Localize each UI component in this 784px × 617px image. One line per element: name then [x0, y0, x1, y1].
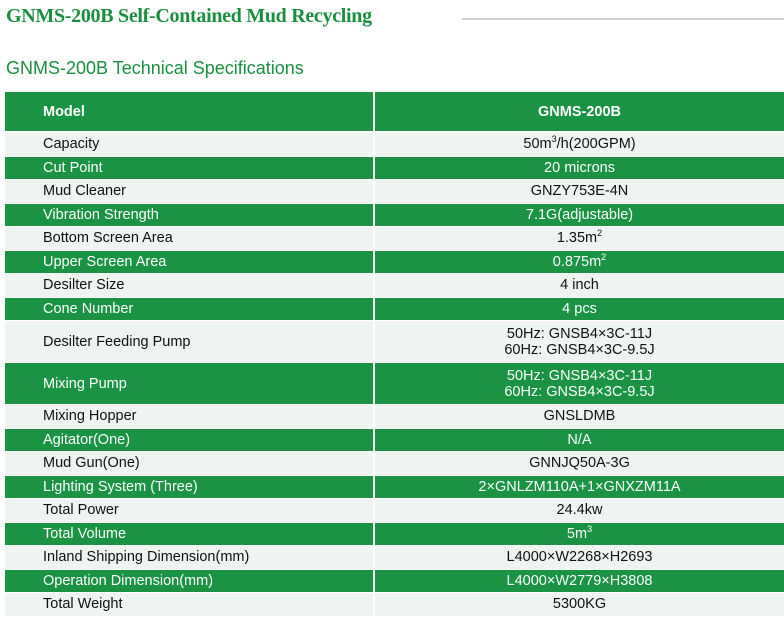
header-key: Model [5, 92, 375, 133]
spec-value-text: 20 microns [544, 159, 615, 176]
spec-value: GNSLDMB [374, 404, 784, 429]
table-row: Vibration Strength 7.1G(adjustable) [5, 203, 784, 227]
spec-key: Desilter Size [5, 273, 375, 298]
table-header-row: Model GNMS-200B [5, 92, 784, 133]
spec-key: Cut Point [5, 156, 375, 180]
spec-value: L4000×W2268×H2693 [374, 545, 784, 570]
spec-value-line2: 60Hz: GNSB4×3C-9.5J [504, 383, 655, 400]
table-row: Cone Number 4 pcs [5, 297, 784, 321]
superscript: 2 [601, 251, 607, 262]
spec-key: Mud Gun(One) [5, 451, 375, 476]
spec-value: 24.4kw [374, 498, 784, 523]
spec-key: Inland Shipping Dimension(mm) [5, 545, 375, 570]
table-row: Desilter Size 4 inch [5, 273, 784, 298]
spec-value: 4 inch [374, 273, 784, 298]
spec-value: 5m3 [374, 522, 784, 546]
spec-key: Vibration Strength [5, 203, 375, 227]
table-row: Agitator(One) N/A [5, 428, 784, 452]
spec-value-text: GNZY753E-4N [530, 183, 629, 200]
spec-value: 1.35m2 [374, 226, 784, 251]
spec-value: 7.1G(adjustable) [374, 203, 784, 227]
spec-value-text: 2×GNLZM110A+1×GNXZM11A [478, 478, 681, 495]
spec-key: Mixing Pump [5, 362, 375, 405]
spec-key: Cone Number [5, 297, 375, 321]
spec-value: 0.875m2 [374, 250, 784, 274]
table-row: Mud Gun(One) GNNJQ50A-3G [5, 451, 784, 476]
section-subtitle: GNMS-200B Technical Specifications [6, 58, 304, 78]
spec-value: L4000×W2779×H3808 [374, 569, 784, 593]
table-row: Total Volume 5m3 [5, 522, 784, 546]
spec-value-text: 4 inch [560, 277, 599, 294]
spec-value-text: GNNJQ50A-3G [529, 455, 630, 472]
spec-value: GNNJQ50A-3G [374, 451, 784, 476]
spec-key: Capacity [5, 132, 375, 157]
table-row: Bottom Screen Area 1.35m2 [5, 226, 784, 251]
spec-value-text: 1.35m [556, 230, 598, 247]
table-row: Upper Screen Area 0.875m2 [5, 250, 784, 274]
table-row: Total Power 24.4kw [5, 498, 784, 523]
spec-value-suffix: /h(200GPM) [556, 136, 636, 153]
table-row: Operation Dimension(mm) L4000×W2779×H3808 [5, 569, 784, 593]
spec-table: Model GNMS-200B Capacity 50m3/h(200GPM) Cu… [5, 92, 784, 617]
header-value: GNMS-200B [374, 92, 784, 133]
spec-value-text: 24.4kw [556, 502, 603, 519]
spec-value: 2×GNLZM110A+1×GNXZM11A [374, 475, 784, 499]
table-row: Mixing Hopper GNSLDMB [5, 404, 784, 429]
spec-value-text: N/A [567, 431, 592, 448]
table-row: Inland Shipping Dimension(mm) L4000×W2268… [5, 545, 784, 570]
table-row: Mud Cleaner GNZY753E-4N [5, 179, 784, 204]
page-title: GNMS-200B Self-Contained Mud Recycling [6, 5, 372, 27]
spec-value: GNZY753E-4N [374, 179, 784, 204]
spec-value-text: GNSLDMB [543, 408, 616, 425]
spec-key: Total Weight [5, 592, 375, 617]
spec-key: Mixing Hopper [5, 404, 375, 429]
spec-value-text: 5m [566, 525, 588, 542]
spec-key: Total Power [5, 498, 375, 523]
spec-value: 4 pcs [374, 297, 784, 321]
table-row: Total Weight 5300KG [5, 592, 784, 617]
spec-value: 50m3/h(200GPM) [374, 132, 784, 157]
spec-value-text: 7.1G(adjustable) [525, 206, 634, 223]
spec-key: Operation Dimension(mm) [5, 569, 375, 593]
title-divider [462, 18, 784, 20]
spec-value-text: 50Hz: GNSB4×3C-11J [506, 367, 653, 384]
superscript: 2 [597, 228, 603, 239]
spec-value: 50Hz: GNSB4×3C-11J 60Hz: GNSB4×3C-9.5J [374, 320, 784, 363]
spec-key: Mud Cleaner [5, 179, 375, 204]
table-row: Mixing Pump 50Hz: GNSB4×3C-11J 60Hz: GNSB4… [5, 362, 784, 405]
spec-key: Lighting System (Three) [5, 475, 375, 499]
spec-value: 20 microns [374, 156, 784, 180]
spec-key: Upper Screen Area [5, 250, 375, 274]
table-row: Desilter Feeding Pump 50Hz: GNSB4×3C-11J 6… [5, 320, 784, 363]
spec-value-text: L4000×W2779×H3808 [506, 572, 653, 589]
spec-value-text: 5300KG [552, 596, 607, 613]
spec-value-text: 0.875m [552, 253, 602, 270]
table-row: Lighting System (Three) 2×GNLZM110A+1×GNX… [5, 475, 784, 499]
spec-key: Desilter Feeding Pump [5, 320, 375, 363]
spec-key: Total Volume [5, 522, 375, 546]
spec-value: 5300KG [374, 592, 784, 617]
spec-value: 50Hz: GNSB4×3C-11J 60Hz: GNSB4×3C-9.5J [374, 362, 784, 405]
superscript: 3 [551, 134, 557, 145]
spec-key: Bottom Screen Area [5, 226, 375, 251]
superscript: 3 [587, 523, 593, 534]
spec-key: Agitator(One) [5, 428, 375, 452]
table-row: Cut Point 20 microns [5, 156, 784, 180]
spec-value-text: 50Hz: GNSB4×3C-11J [506, 325, 653, 342]
spec-value-line2: 60Hz: GNSB4×3C-9.5J [504, 341, 655, 358]
spec-value-text: 4 pcs [562, 300, 597, 317]
spec-value: N/A [374, 428, 784, 452]
spec-value-text: 50m [523, 136, 552, 153]
spec-value-text: L4000×W2268×H2693 [506, 549, 653, 566]
table-row: Capacity 50m3/h(200GPM) [5, 132, 784, 157]
